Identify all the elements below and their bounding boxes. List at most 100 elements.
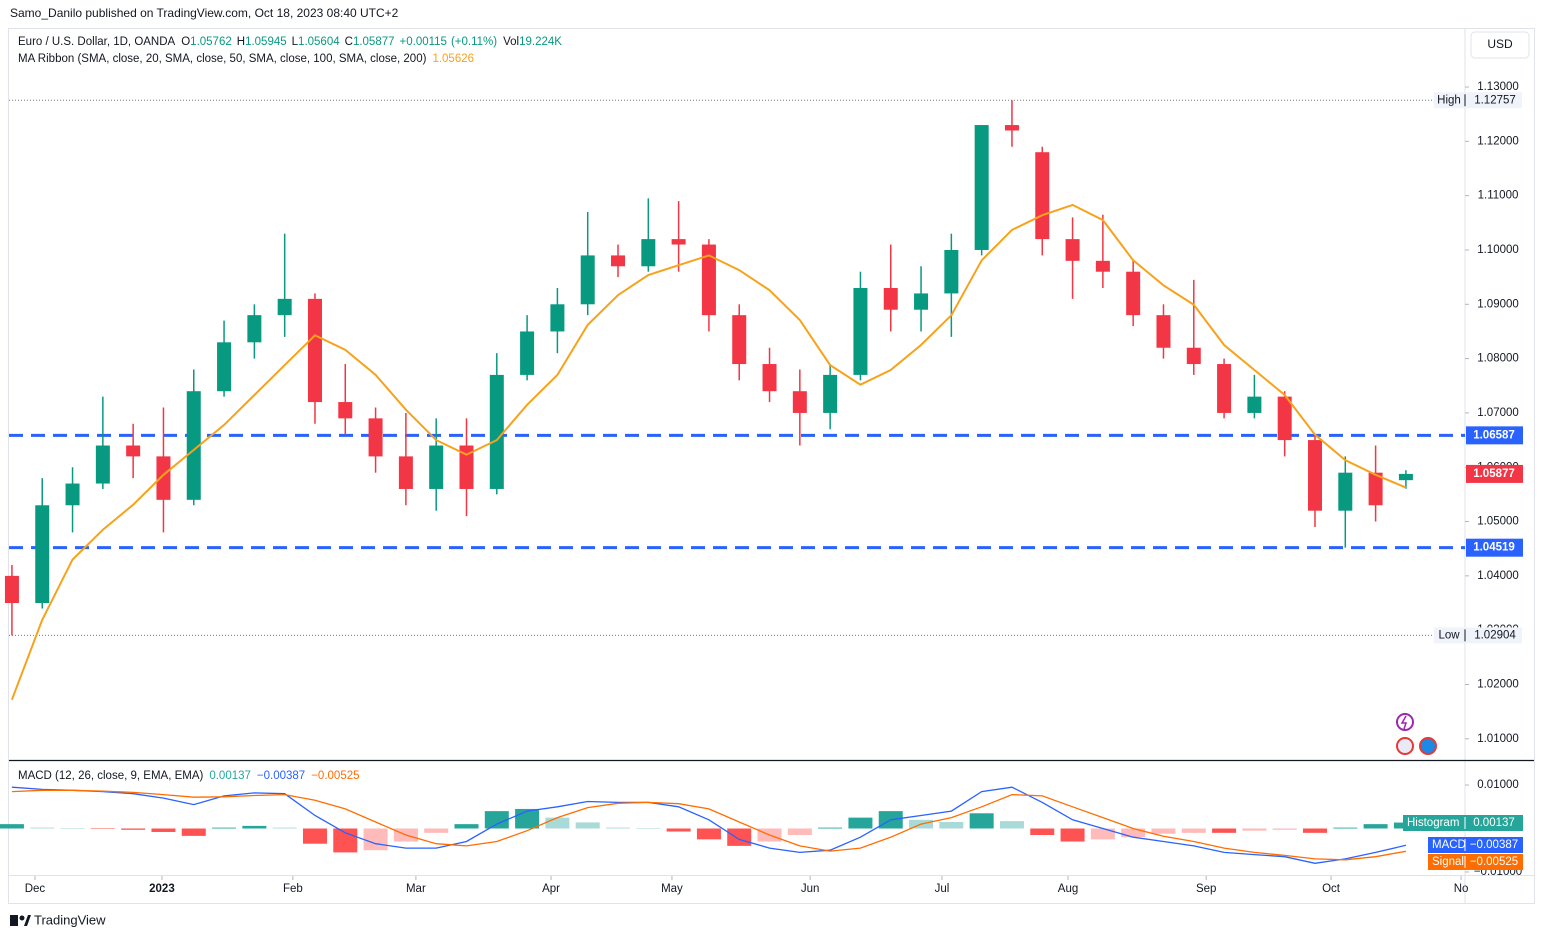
histogram-bar — [1121, 828, 1146, 838]
candle-body — [35, 505, 50, 604]
candle-body — [186, 391, 201, 500]
histogram-bar — [1212, 828, 1237, 833]
histogram-bar — [30, 827, 55, 829]
candle-body — [823, 374, 838, 413]
level-label: 1.06587 — [1473, 429, 1515, 441]
series-value: −0.00387 — [1470, 839, 1518, 851]
histogram-bar — [1181, 828, 1206, 833]
candle-body — [1247, 396, 1262, 413]
macd-line — [11, 789, 1407, 861]
histogram-bar — [1060, 828, 1085, 842]
candle-body — [1004, 125, 1019, 131]
histogram-bar — [1151, 828, 1176, 834]
candle-body — [277, 298, 292, 316]
histogram-bar — [90, 828, 115, 829]
event-icon[interactable] — [1419, 737, 1437, 755]
y-tick-label: 1.12000 — [1477, 135, 1519, 147]
y-tick-label: 1.13000 — [1477, 81, 1519, 93]
series-label-box — [1403, 815, 1523, 831]
logo-mark — [10, 915, 18, 926]
histogram-bar — [545, 817, 570, 829]
histogram-bar — [1302, 828, 1327, 833]
last-price: 1.05877 — [1473, 468, 1515, 480]
level-label-box — [1466, 426, 1523, 445]
change: +0.00115 — [400, 36, 447, 48]
candle-body — [1338, 472, 1353, 511]
candle-body — [550, 304, 565, 332]
macd-title: MACD (12, 26, close, 9, EMA, EMA) — [18, 770, 204, 782]
hist-value: 0.00137 — [209, 770, 251, 782]
c-label: C — [345, 36, 353, 48]
histogram-bar — [272, 827, 297, 829]
ma-name: MA Ribbon (SMA, close, 20, SMA, close, 5… — [18, 53, 427, 65]
x-tick-label: 2023 — [149, 883, 175, 895]
change-pct: (+0.11%) — [451, 36, 497, 48]
x-tick-label: May — [661, 883, 683, 895]
series-name: Signal — [1432, 856, 1464, 868]
x-tick-label: Jun — [801, 883, 820, 895]
histogram-bar — [0, 824, 24, 829]
event-icon[interactable] — [1396, 737, 1414, 755]
x-tick-label: Oct — [1322, 883, 1341, 895]
c-value: 1.05877 — [353, 36, 395, 48]
candle-body — [247, 315, 262, 343]
x-tick-label: Apr — [542, 883, 560, 895]
y-tick-label: 1.11000 — [1478, 190, 1519, 202]
histogram-bar — [181, 828, 206, 836]
histogram-bar — [1333, 827, 1358, 829]
event-icon-glyph — [1400, 715, 1408, 730]
histogram-bar — [60, 828, 85, 829]
candle-body — [883, 287, 898, 310]
event-icon[interactable] — [1396, 713, 1414, 731]
candle-body — [1398, 473, 1413, 481]
candle-body — [1095, 260, 1110, 272]
candle-body — [641, 239, 656, 267]
macd-value: −0.00387 — [257, 770, 305, 782]
candle-body — [974, 125, 989, 250]
histogram-bar — [787, 828, 812, 836]
histogram-bar — [727, 828, 752, 846]
candle-body — [1217, 364, 1232, 413]
series-label-box — [1428, 837, 1523, 853]
candle-body — [1065, 239, 1080, 261]
ma-legend: MA Ribbon (SMA, close, 20, SMA, close, 5… — [18, 53, 474, 65]
currency-button[interactable] — [1470, 31, 1530, 59]
candle-body — [1156, 315, 1171, 348]
histogram-bar — [696, 828, 721, 840]
high-value: 1.12757 — [1474, 94, 1516, 106]
candle-body — [1126, 271, 1141, 316]
candle-body — [1035, 152, 1050, 240]
histogram-bar — [484, 811, 509, 829]
histogram-bar — [212, 827, 237, 829]
vol-label: Vol — [503, 36, 519, 48]
candle-body — [338, 402, 353, 419]
candle-body — [853, 287, 868, 375]
y-tick-label: 1.04000 — [1477, 570, 1519, 582]
logo — [10, 915, 31, 926]
currency[interactable]: USD — [1487, 37, 1513, 51]
histogram-bar — [818, 827, 843, 829]
histogram-bar — [515, 808, 540, 829]
candle-body — [398, 456, 413, 489]
histogram-bar — [575, 822, 600, 829]
y-tick-label: 1.09000 — [1477, 298, 1519, 310]
x-tick-label: Jul — [935, 883, 950, 895]
histogram-bar — [636, 828, 661, 829]
level-label: 1.04519 — [1473, 542, 1515, 554]
histogram-bar — [424, 828, 449, 833]
histogram-bar — [302, 828, 327, 844]
byline: Samo_Danilo published on TradingView.com… — [10, 6, 399, 20]
y-tick-label: 0.01000 — [1477, 779, 1519, 791]
o-value: 1.05762 — [190, 36, 232, 48]
series-name: Histogram — [1407, 817, 1459, 829]
candle-body — [520, 331, 535, 375]
histogram-bar — [939, 821, 964, 829]
low-value: 1.02904 — [1474, 629, 1516, 641]
histogram-bar — [606, 827, 631, 829]
high-label: High — [1437, 94, 1461, 106]
candle-body — [65, 483, 80, 506]
candle-body — [1368, 472, 1383, 506]
candle-body — [611, 255, 626, 267]
